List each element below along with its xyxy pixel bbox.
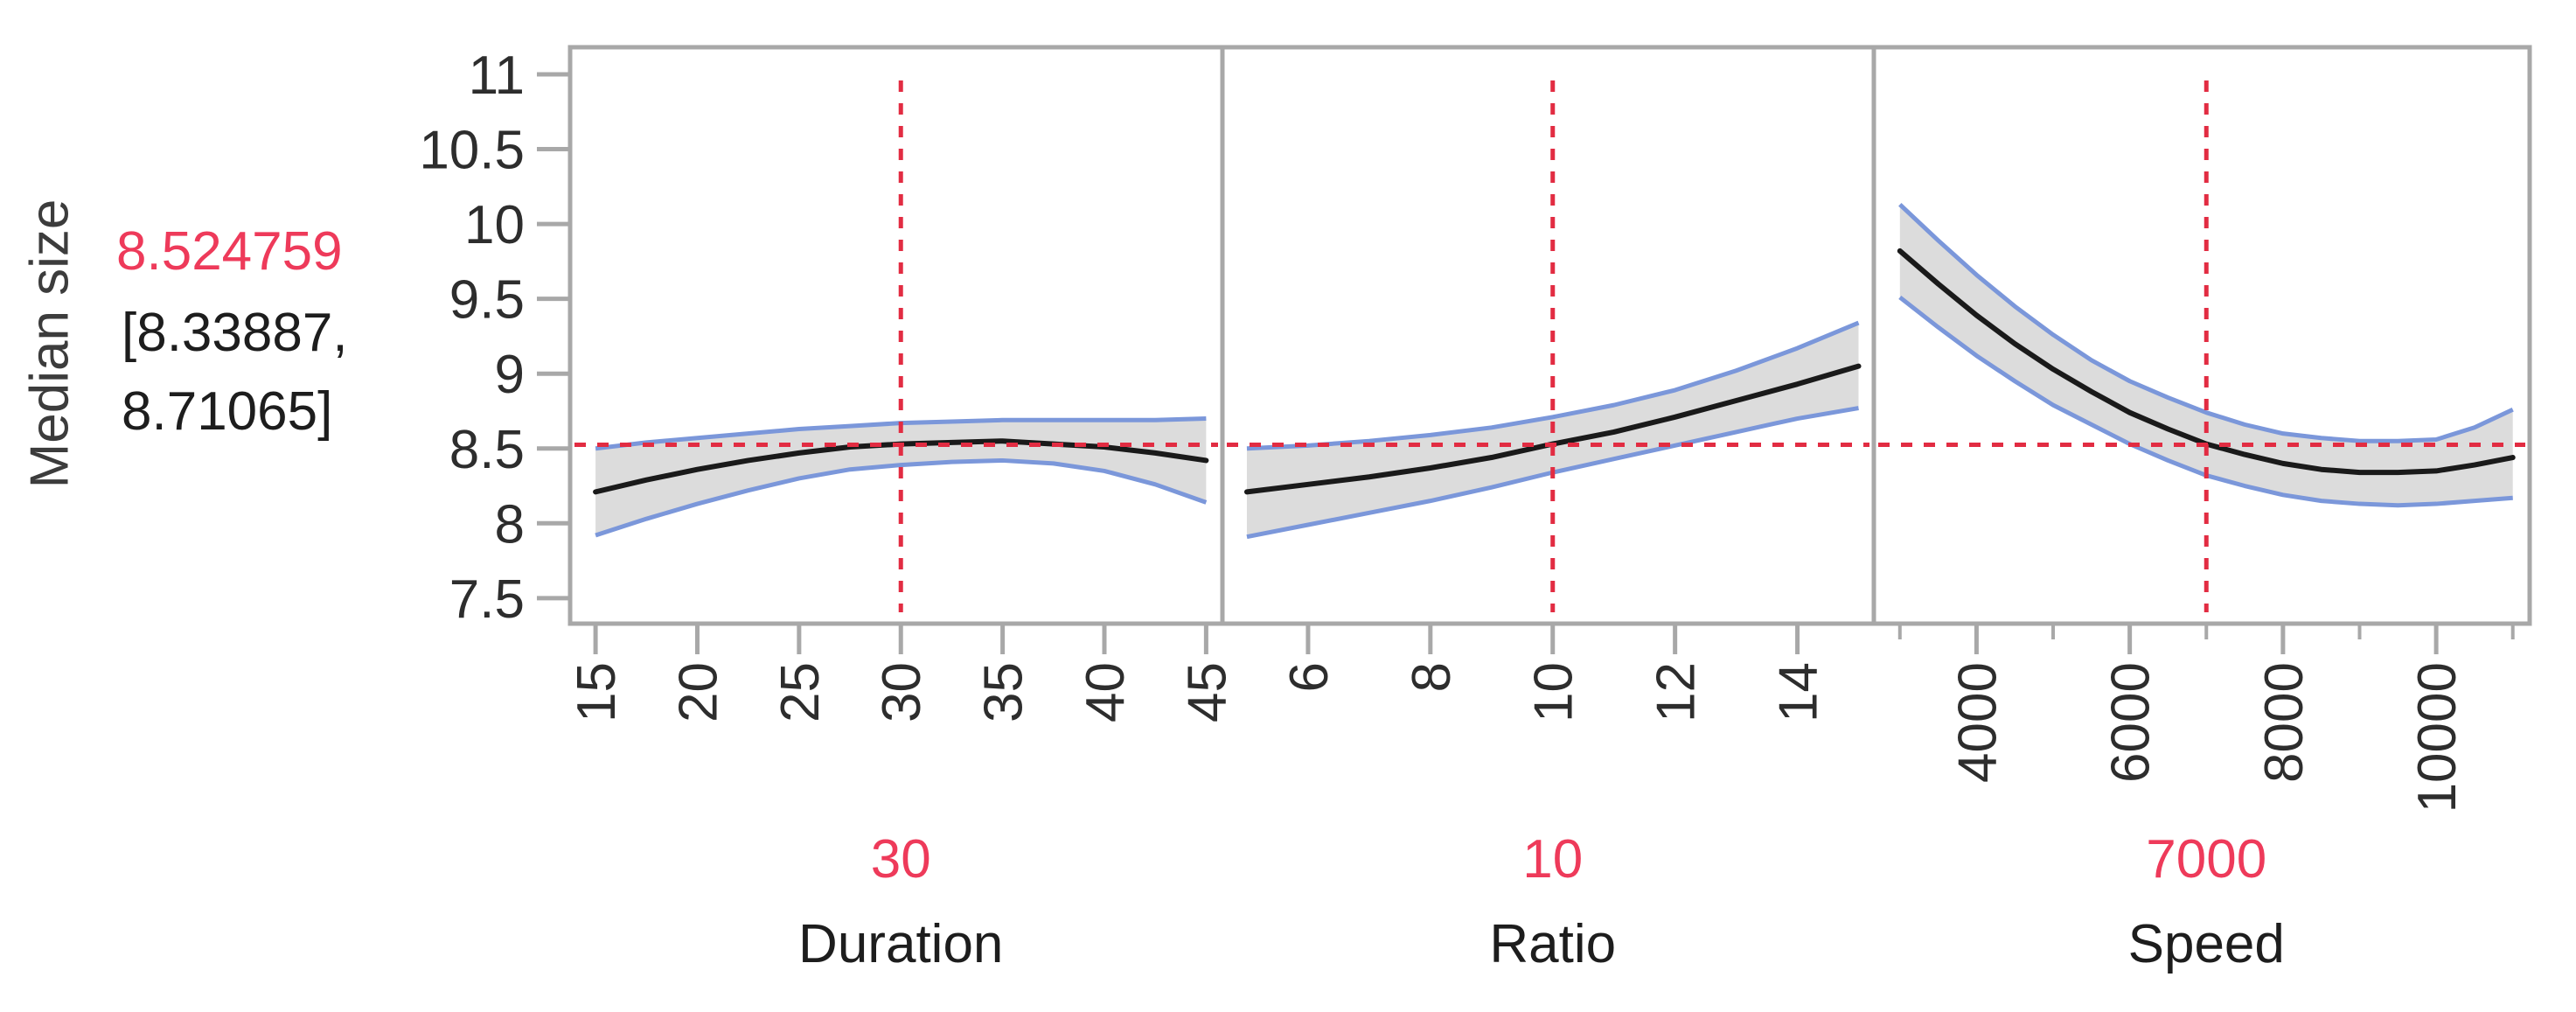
y-tick-label: 10.5 <box>419 121 525 181</box>
x-tick-label: 40 <box>1076 662 1136 722</box>
x-tick-label: 6000 <box>2101 662 2162 783</box>
x-tick-label: 8 <box>1402 662 1462 692</box>
predicted-response-value: 8.524759 <box>116 221 343 282</box>
y-tick-label: 11 <box>469 45 525 106</box>
factor-current-value-ratio[interactable]: 10 <box>1522 829 1584 890</box>
x-tick-label: 12 <box>1647 662 1707 722</box>
panel-frame-speed <box>1871 45 2532 626</box>
confidence-band-duration <box>595 418 1207 535</box>
x-tick-label: 25 <box>770 662 831 722</box>
x-tick-label: 4000 <box>1947 662 2008 783</box>
x-tick-label: 30 <box>872 662 932 722</box>
x-tick-label: 10 <box>1524 662 1584 722</box>
band-lower-edge-duration <box>595 457 1208 538</box>
panel-frame-duration <box>567 45 1225 626</box>
y-tick-label: 9.5 <box>449 270 525 331</box>
y-tick-label: 9 <box>495 345 525 405</box>
confidence-interval-low: [8.33887, <box>122 303 348 363</box>
band-upper-edge-speed <box>1898 203 2514 443</box>
x-tick-label: 35 <box>974 662 1034 722</box>
x-tick-label: 14 <box>1769 662 1829 722</box>
x-tick-label: 6 <box>1279 662 1340 692</box>
confidence-interval-high: 8.71065] <box>122 381 333 442</box>
factor-current-value-speed[interactable]: 7000 <box>2146 829 2267 890</box>
panel-frame-ratio <box>1220 45 1876 626</box>
x-tick-label: 20 <box>668 662 728 722</box>
factor-name-duration: Duration <box>798 914 1004 974</box>
factor-current-value-duration[interactable]: 30 <box>870 829 931 890</box>
x-tick-label: 15 <box>567 662 627 722</box>
y-tick-label: 8.5 <box>449 420 525 480</box>
y-tick-label: 10 <box>464 195 525 255</box>
y-tick-label: 8 <box>495 494 525 555</box>
y-tick-label: 7.5 <box>449 569 525 630</box>
x-tick-label: 45 <box>1177 662 1237 722</box>
factor-name-speed: Speed <box>2127 914 2285 974</box>
x-tick-label: 10000 <box>2407 662 2468 813</box>
band-upper-edge-ratio <box>1246 320 1860 451</box>
factor-name-ratio: Ratio <box>1489 914 1617 974</box>
x-tick-label: 8000 <box>2254 662 2315 783</box>
